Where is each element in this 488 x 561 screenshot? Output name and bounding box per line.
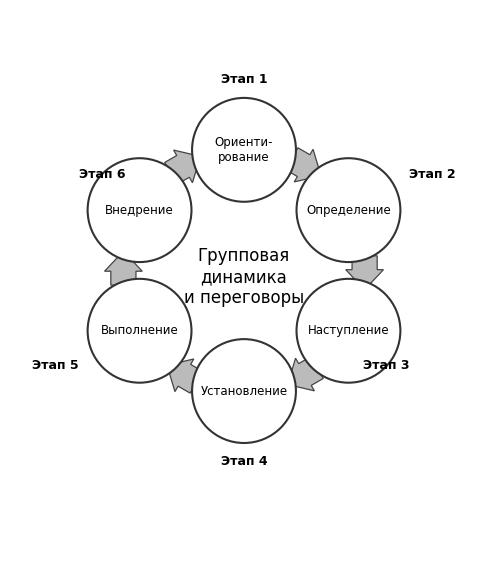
Text: Групповая
динамика
и переговоры: Групповая динамика и переговоры xyxy=(184,247,304,307)
Polygon shape xyxy=(165,150,201,184)
Circle shape xyxy=(192,98,296,202)
Text: Этап 5: Этап 5 xyxy=(32,360,79,373)
Text: Этап 2: Этап 2 xyxy=(409,168,456,181)
Text: Наступление: Наступление xyxy=(307,324,389,337)
Circle shape xyxy=(192,339,296,443)
Text: Внедрение: Внедрение xyxy=(105,204,174,217)
Polygon shape xyxy=(287,357,323,391)
Circle shape xyxy=(88,279,191,383)
Text: Этап 6: Этап 6 xyxy=(79,168,125,181)
Text: Этап 4: Этап 4 xyxy=(221,455,267,468)
Text: Выполнение: Выполнение xyxy=(101,324,179,337)
Circle shape xyxy=(88,158,191,262)
Text: Этап 1: Этап 1 xyxy=(221,73,267,86)
Polygon shape xyxy=(104,251,142,285)
Polygon shape xyxy=(346,256,384,289)
Text: Установление: Установление xyxy=(201,384,287,398)
Text: Определение: Определение xyxy=(306,204,391,217)
Polygon shape xyxy=(167,359,203,393)
Text: Ориенти-
рование: Ориенти- рование xyxy=(215,136,273,164)
Circle shape xyxy=(297,158,400,262)
Circle shape xyxy=(297,279,400,383)
Text: Этап 3: Этап 3 xyxy=(363,360,409,373)
Polygon shape xyxy=(285,148,321,182)
